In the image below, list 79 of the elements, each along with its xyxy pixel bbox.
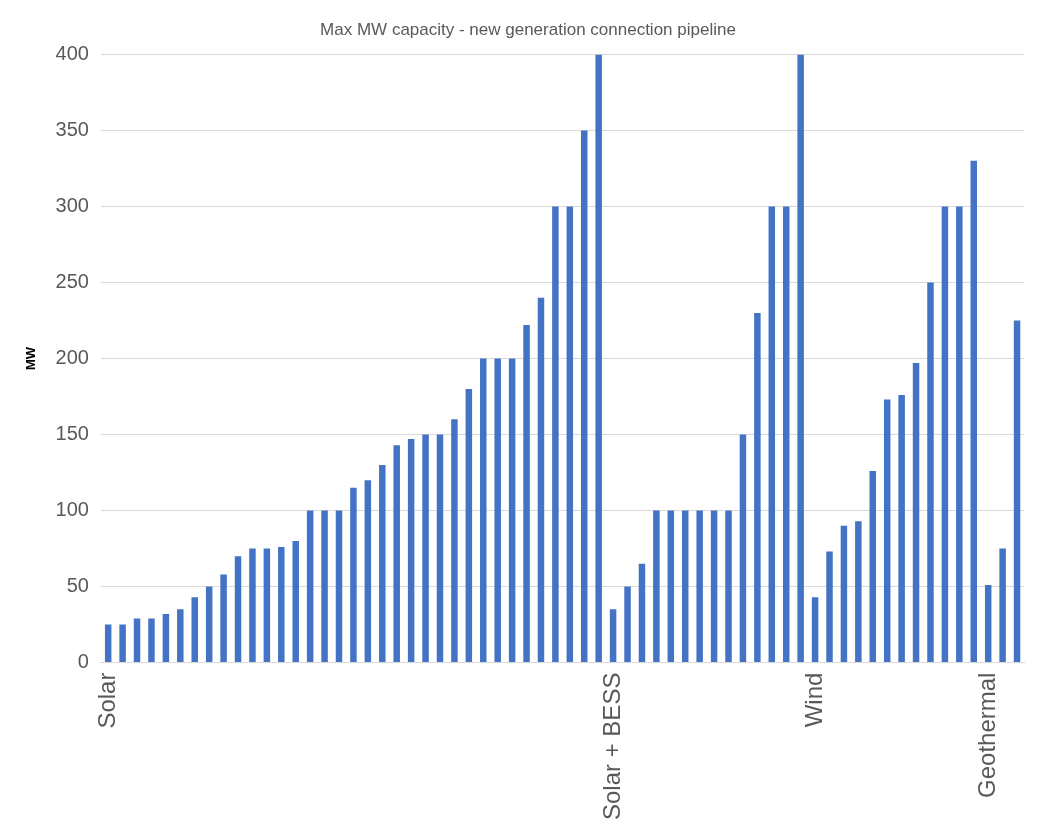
bar: [681, 510, 689, 663]
bar: [407, 439, 415, 663]
chart-title: Max MW capacity - new generation connection pipeline: [320, 19, 736, 39]
bar: [379, 464, 386, 663]
x-tick-label: Geothermal: [972, 672, 1000, 798]
bar: [941, 206, 949, 663]
bar: [249, 548, 256, 663]
bar: [984, 585, 992, 663]
bar: [927, 282, 934, 663]
bar: [956, 206, 963, 663]
bar: [393, 445, 400, 663]
bar: [754, 312, 761, 663]
bar: [422, 434, 429, 663]
bar: [364, 480, 372, 663]
bar: [710, 510, 718, 663]
y-tick-label: 200: [55, 346, 89, 369]
bar: [177, 609, 184, 663]
bar: [999, 548, 1006, 663]
bar: [494, 358, 501, 663]
bar: [1013, 320, 1021, 663]
bar: [148, 618, 155, 663]
bar: [581, 130, 588, 663]
bar: [595, 54, 602, 663]
bar: [667, 510, 675, 663]
x-tick-label: Wind: [799, 672, 827, 728]
y-tick-label: 400: [55, 41, 89, 64]
bar: [624, 586, 631, 663]
y-tick-label: 50: [66, 574, 89, 597]
bar: [205, 586, 213, 663]
bar: [119, 624, 126, 663]
bar: [898, 394, 905, 663]
bar: [797, 54, 804, 663]
y-axis-title: MW: [23, 346, 39, 371]
bar: [278, 547, 285, 663]
x-tick-label: Solar: [92, 672, 120, 729]
bar: [970, 160, 978, 663]
bar: [638, 563, 646, 663]
bar: [811, 597, 819, 663]
x-tick-label: Solar + BESS: [597, 672, 625, 821]
bar: [133, 618, 141, 663]
bar: [869, 471, 877, 663]
bar: [451, 419, 458, 663]
y-tick-label: 300: [55, 193, 89, 216]
bar: [263, 548, 271, 663]
bar: [739, 434, 747, 663]
bar: [191, 597, 198, 663]
bar: [653, 510, 660, 663]
bar: [552, 206, 559, 663]
bar: [696, 510, 703, 663]
bar: [321, 510, 328, 663]
y-tick-label: 150: [55, 422, 89, 445]
y-tick-label: 350: [55, 117, 89, 140]
bar: [840, 525, 848, 663]
bar: [768, 206, 776, 663]
bar: [436, 434, 444, 663]
bar: [350, 487, 357, 663]
bar: [480, 358, 487, 663]
bar: [335, 510, 343, 663]
bar: [782, 206, 790, 663]
bar: [609, 609, 617, 663]
y-tick-label: 100: [55, 498, 89, 521]
bar: [826, 551, 833, 663]
y-tick-label: 0: [77, 650, 89, 673]
bar: [537, 297, 545, 663]
bar: [234, 556, 242, 663]
bar: [523, 325, 530, 663]
bar: [883, 399, 891, 663]
y-tick-label: 250: [55, 269, 89, 292]
bar: [725, 510, 732, 663]
bar: [220, 574, 227, 663]
bar: [465, 388, 473, 663]
bar: [104, 624, 112, 663]
bar: [508, 358, 516, 663]
bar: [162, 613, 170, 663]
bar: [855, 521, 862, 663]
bar: [306, 510, 314, 663]
bar: [566, 206, 574, 663]
bar: [912, 363, 920, 663]
bar: [292, 540, 299, 663]
